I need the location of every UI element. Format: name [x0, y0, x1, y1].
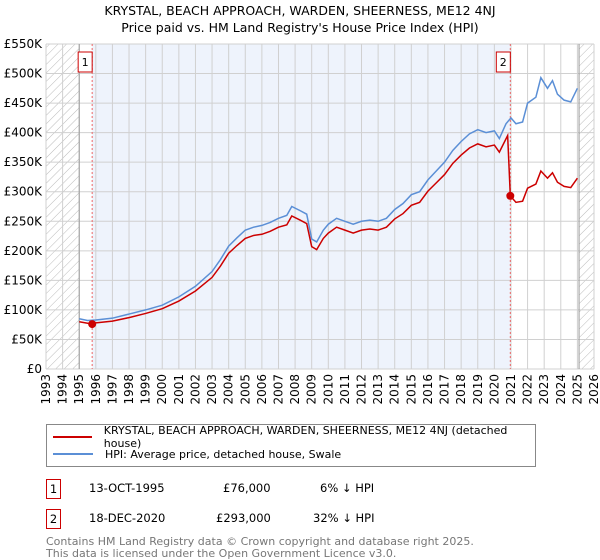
footer: Contains HM Land Registry data © Crown c… — [46, 536, 474, 559]
x-tick-label: 2026 — [587, 374, 600, 405]
sale-date: 18-DEC-2020 — [89, 511, 166, 525]
sale-point — [506, 191, 515, 200]
x-tick-label: 2018 — [454, 374, 468, 405]
x-tick-label: 1999 — [139, 374, 153, 405]
chart-subtitle: Price paid vs. HM Land Registry's House … — [121, 20, 479, 35]
x-tick-label: 2003 — [205, 374, 219, 405]
x-tick-label: 2023 — [537, 374, 551, 405]
sale-date: 13-OCT-1995 — [89, 481, 165, 495]
sale-price: £76,000 — [223, 481, 271, 495]
x-tick-label: 2025 — [570, 374, 584, 405]
x-tick-label: 2013 — [371, 374, 385, 405]
sale-label: 2 — [500, 56, 507, 69]
y-tick-label: £100K — [4, 303, 44, 317]
x-tick-label: 2024 — [554, 374, 568, 405]
footer-line: Contains HM Land Registry data © Crown c… — [46, 535, 474, 548]
x-tick-label: 2002 — [188, 374, 202, 405]
hpi-line — [79, 75, 579, 322]
x-tick-label: 1998 — [122, 374, 136, 405]
y-tick-label: £50K — [11, 332, 43, 346]
x-tick-label: 2009 — [305, 374, 319, 405]
legend-item-property: KRYSTAL, BEACH APPROACH, WARDEN, SHEERNE… — [53, 424, 535, 450]
x-tick-label: 1995 — [72, 374, 86, 405]
x-tick-label: 2017 — [438, 374, 452, 405]
price-paid-line — [79, 132, 579, 325]
legend-label: KRYSTAL, BEACH APPROACH, WARDEN, SHEERNE… — [103, 424, 508, 450]
x-tick-label: 2019 — [471, 374, 485, 405]
x-tick-label: 2021 — [504, 374, 518, 405]
x-tick-label: 2008 — [288, 374, 302, 405]
x-tick-label: 2014 — [388, 374, 402, 405]
sale-label-box — [77, 51, 93, 73]
sale-marker-badge: 2 — [46, 509, 61, 529]
x-tick-label: 2016 — [421, 374, 435, 405]
x-tick-label: 2004 — [222, 374, 236, 405]
x-tick-label: 2020 — [487, 374, 501, 405]
y-tick-label: £300K — [4, 185, 44, 199]
y-tick-label: £350K — [4, 155, 44, 169]
x-tick-label: 2000 — [155, 374, 169, 405]
x-tick-label: 2012 — [355, 374, 369, 405]
legend-label: HPI: Average price, detached house, Swal… — [105, 447, 342, 461]
legend-item-hpi: HPI: Average price, detached house, Swal… — [53, 446, 341, 462]
y-tick-label: £550K — [4, 37, 44, 51]
sale-label-box — [495, 51, 511, 73]
y-tick-label: £200K — [4, 244, 44, 258]
sale-hpi-diff: 32% ↓ HPI — [313, 511, 375, 525]
y-tick-label: £150K — [4, 273, 44, 287]
x-tick-label: 2011 — [338, 374, 352, 405]
ownership-shade — [92, 44, 511, 369]
x-tick-label: 2005 — [238, 374, 252, 405]
x-tick-label: 2015 — [404, 374, 418, 405]
x-tick-label: 2006 — [255, 374, 269, 405]
x-tick-label: 1994 — [56, 374, 70, 405]
sale-hpi-diff: 6% ↓ HPI — [320, 481, 375, 495]
y-tick-label: £500K — [4, 67, 44, 81]
price-chart: 1993 1994 1995 1996 1997 1998 1999 2000 2001 2002… — [4, 37, 600, 405]
x-tick-label: 2001 — [172, 374, 186, 405]
x-tick-label: 1993 — [39, 374, 53, 405]
x-tick-label: 1996 — [89, 374, 103, 405]
y-tick-label: £400K — [4, 126, 44, 140]
hatched-region-after — [579, 44, 594, 369]
x-tick-label: 2007 — [271, 374, 285, 405]
sale-label: 1 — [82, 56, 89, 69]
x-tick-label: 2022 — [521, 374, 535, 405]
x-tick-label: 2010 — [321, 374, 335, 405]
legend: KRYSTAL, BEACH APPROACH, WARDEN, SHEERNE… — [46, 424, 536, 467]
sale-marker-badge: 1 — [46, 479, 61, 499]
y-tick-label: £0 — [27, 362, 42, 376]
y-tick-label: £450K — [4, 96, 44, 110]
footer-line: This data is licensed under the Open Gov… — [46, 546, 397, 560]
chart-title: KRYSTAL, BEACH APPROACH, WARDEN, SHEERNE… — [104, 3, 496, 18]
y-tick-label: £250K — [4, 214, 44, 228]
sale-point — [88, 320, 97, 329]
sale-price: £293,000 — [216, 511, 271, 525]
x-tick-label: 1997 — [105, 374, 119, 405]
